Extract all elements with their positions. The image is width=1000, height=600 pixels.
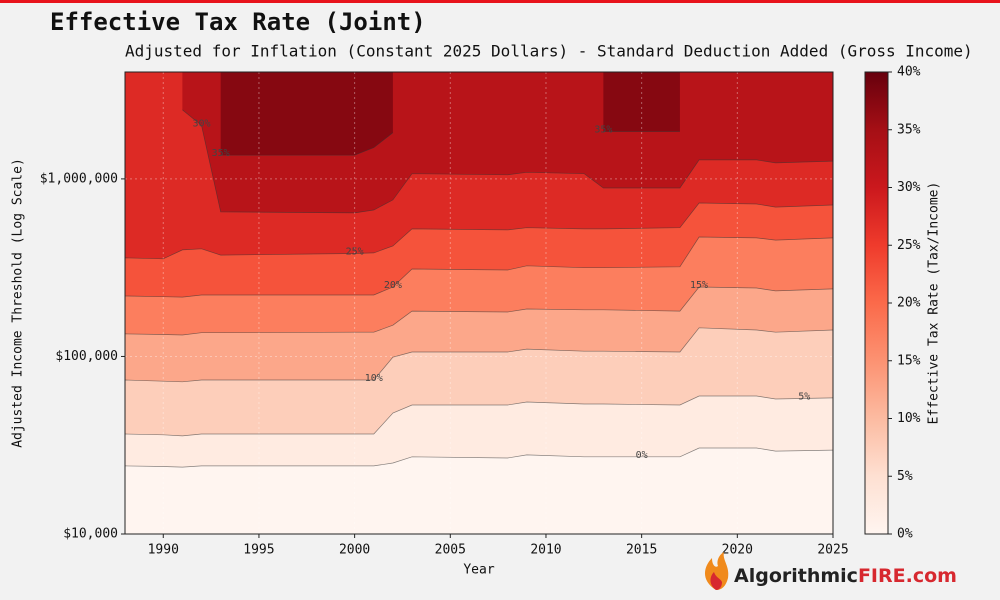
plot-area xyxy=(125,72,833,534)
overlay: 0% 5% 10% 15% 20% 25% 30% 35% 35% 1990 1995 2000 200… xyxy=(40,65,921,558)
logo-name: Algorithmic xyxy=(734,565,858,587)
colorbar xyxy=(864,71,889,535)
y-tick-label: $10,000 xyxy=(63,527,118,542)
contour-line xyxy=(220,131,680,156)
colorbar-tick-label: 35% xyxy=(897,122,921,137)
x-tick-label: 1995 xyxy=(243,543,274,558)
contour-label: 35% xyxy=(594,124,612,135)
x-axis-label: Year xyxy=(463,563,494,578)
colorbar-tick-label: 15% xyxy=(897,353,921,368)
x-tick-label: 2020 xyxy=(722,543,753,558)
colorbar-tick-label: 10% xyxy=(897,411,921,426)
chart-title: Effective Tax Rate (Joint) xyxy=(50,8,426,36)
top-bar xyxy=(0,0,1000,3)
contour-label: 0% xyxy=(636,450,648,461)
logo-accent: FIRE.com xyxy=(858,565,957,587)
contour-line xyxy=(125,395,833,437)
x-tick-label: 2010 xyxy=(530,543,561,558)
x-tick-label: 1990 xyxy=(148,543,179,558)
x-tick-label: 2000 xyxy=(339,543,370,558)
contour-label: 25% xyxy=(346,247,364,258)
x-tick-label: 2025 xyxy=(817,543,848,558)
contour-label: 30% xyxy=(193,118,211,129)
x-tick-label: 2005 xyxy=(435,543,466,558)
x-tick-label: 2015 xyxy=(626,543,657,558)
contour-label: 5% xyxy=(798,391,810,402)
y-tick-label: $1,000,000 xyxy=(40,171,118,186)
colorbar-tick-label: 20% xyxy=(897,296,921,311)
chart-subtitle: Adjusted for Inflation (Constant 2025 Do… xyxy=(125,42,973,61)
logo-text: AlgorithmicFIRE.com xyxy=(734,565,957,587)
contour-line xyxy=(182,109,833,214)
y-tick-label: $100,000 xyxy=(55,349,118,364)
contour-label: 10% xyxy=(365,373,383,384)
colorbar-tick-label: 30% xyxy=(897,180,921,195)
y-axis-label: Adjusted Income Threshold (Log Scale) xyxy=(11,158,26,448)
contour-line xyxy=(125,327,833,383)
contour-label: 35% xyxy=(212,148,230,159)
colorbar-tick-label: 25% xyxy=(897,238,921,253)
contour-line xyxy=(125,447,833,468)
colorbar-tick-label: 0% xyxy=(897,527,913,542)
contour-band xyxy=(220,72,393,156)
logo: AlgorithmicFIRE.com xyxy=(705,552,957,590)
contour-label: 15% xyxy=(690,280,708,291)
colorbar-tick-label: 40% xyxy=(897,65,921,80)
contour-line xyxy=(125,236,833,298)
logo-flame-core xyxy=(710,572,722,590)
contour-band xyxy=(603,72,680,132)
colorbar-tick-label: 5% xyxy=(897,469,913,484)
contour-line xyxy=(125,286,833,336)
colorbar-label: Effective Tax Rate (Tax/Income) xyxy=(927,182,942,425)
plot-frame xyxy=(124,71,834,535)
contour-label: 20% xyxy=(384,280,402,291)
contour-line xyxy=(125,202,833,260)
